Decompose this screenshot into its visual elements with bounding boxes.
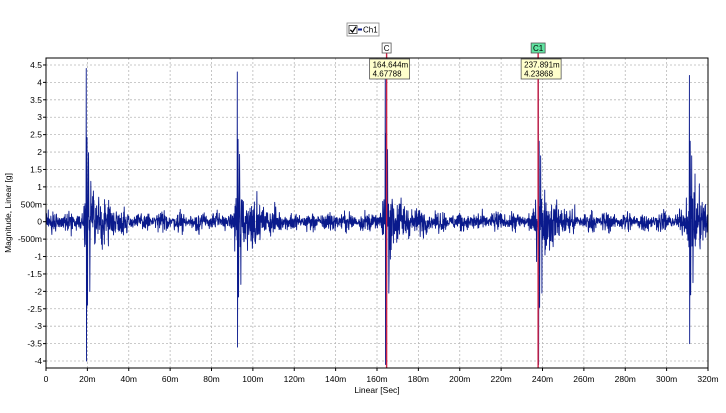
cursor-readout-x: 164.644m <box>373 61 409 70</box>
cursor-readout-box <box>520 58 562 80</box>
x-tick-label: 200m <box>449 374 470 384</box>
x-tick-label: 40m <box>120 374 137 384</box>
series-line-ch1 <box>45 61 709 365</box>
cursor-readout-x: 237.891m <box>524 61 560 70</box>
grid-layer <box>46 58 708 368</box>
axis-layer: 0 20m 40m 60m 80m 100m 120m 140m 160m 180m 200m 220… <box>18 60 719 384</box>
cursor-readout-y: 4.67788 <box>373 70 402 79</box>
x-axis-title: Linear [Sec] <box>354 385 399 395</box>
x-tick-label: 160m <box>366 374 387 384</box>
y-tick-label: 500m <box>21 199 42 209</box>
x-tick-label: 280m <box>615 374 636 384</box>
cursor-readout-y: 4.23868 <box>524 70 553 79</box>
x-tick-label: 0 <box>44 374 49 384</box>
x-tick-label: 220m <box>490 374 511 384</box>
checkmark-icon <box>349 26 357 34</box>
y-tick-label: 4.5 <box>30 60 42 70</box>
y-tick-label: 4 <box>37 77 42 87</box>
x-tick-label: 300m <box>656 374 677 384</box>
cursor-tag-label: C <box>384 44 390 53</box>
x-tick-label: 240m <box>532 374 553 384</box>
plot-background <box>46 58 708 368</box>
legend-checkbox[interactable] <box>348 25 358 34</box>
legend[interactable]: Ch1 <box>346 22 380 37</box>
y-tick-label: 2 <box>37 147 42 157</box>
x-tick-label: 100m <box>242 374 263 384</box>
y-tick-label: -4 <box>34 356 42 366</box>
y-tick-label: 2.5 <box>30 130 42 140</box>
cursor-tag[interactable] <box>530 42 546 54</box>
y-tick-label: -2.5 <box>27 304 42 314</box>
x-tick-label: 320m <box>697 374 718 384</box>
x-tick-label: 140m <box>325 374 346 384</box>
y-tick-label: 3 <box>37 112 42 122</box>
x-tick-label: 260m <box>573 374 594 384</box>
cursor-tag[interactable] <box>381 42 392 54</box>
y-axis-title: Magnitude, Linear [g] <box>3 173 13 253</box>
x-tick-label: 80m <box>203 374 220 384</box>
y-tick-label: 3.5 <box>30 95 42 105</box>
y-tick-label: -3 <box>34 321 42 331</box>
y-tick-label: -1.5 <box>27 269 42 279</box>
x-tick-label: 20m <box>79 374 96 384</box>
x-tick-label: 120m <box>284 374 305 384</box>
y-tick-label: -500m <box>18 234 42 244</box>
x-tick-label: 60m <box>162 374 179 384</box>
y-tick-label: 0 <box>37 217 42 227</box>
cursor-tag-label: C1 <box>533 44 544 53</box>
y-tick-label: 1 <box>37 182 42 192</box>
series-layer <box>45 61 709 365</box>
x-tick-label: 180m <box>408 374 429 384</box>
y-tick-label: -3.5 <box>27 339 42 349</box>
cursor-readout-box <box>369 58 411 80</box>
y-tick-label: 1.5 <box>30 164 42 174</box>
y-tick-label: -2 <box>34 286 42 296</box>
y-tick-label: -1 <box>34 252 42 262</box>
legend-label: Ch1 <box>363 26 378 35</box>
